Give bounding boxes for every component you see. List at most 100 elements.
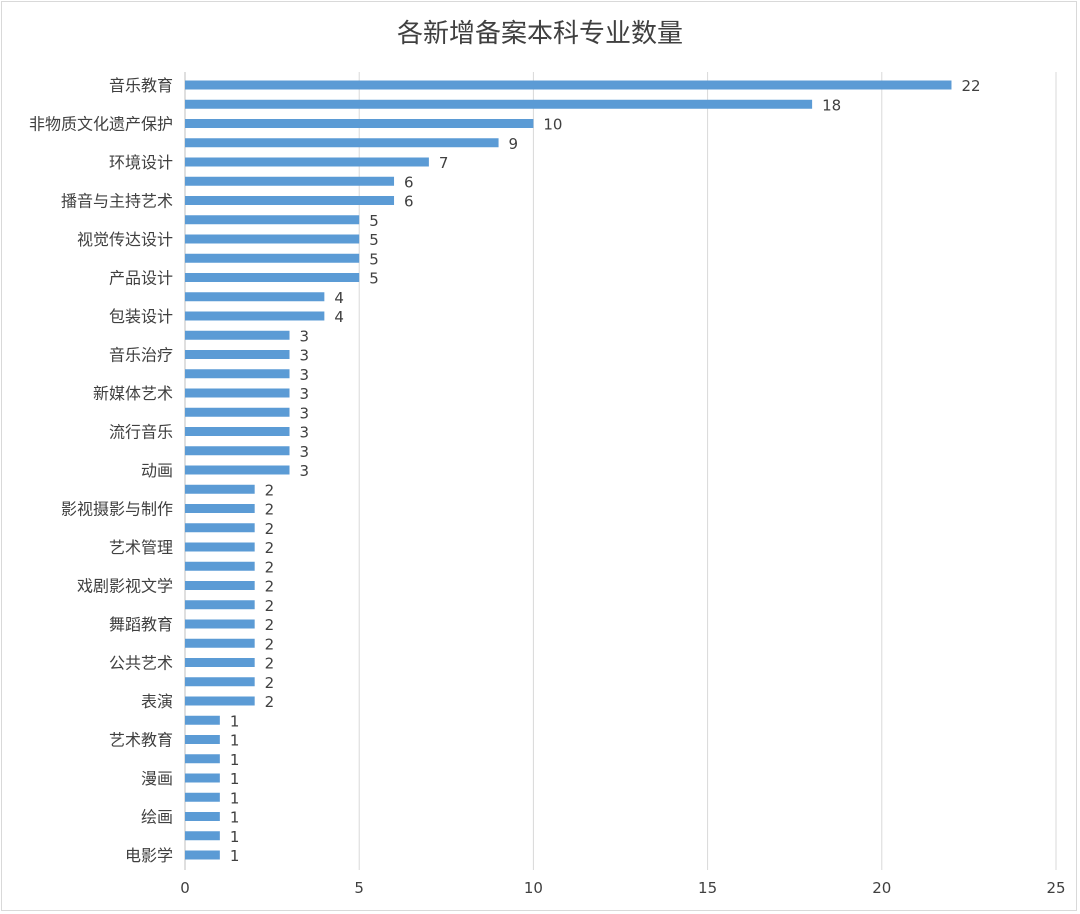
data-label: 9 — [509, 135, 519, 153]
data-label: 2 — [265, 501, 275, 519]
bar — [185, 253, 360, 263]
data-label: 1 — [230, 712, 240, 730]
category-label: 新媒体艺术 — [93, 384, 173, 403]
data-label: 1 — [230, 732, 240, 750]
bar — [185, 157, 429, 167]
data-label: 2 — [265, 578, 275, 596]
bar — [185, 427, 290, 436]
bar — [185, 311, 325, 321]
bar — [185, 196, 395, 205]
bar — [185, 696, 255, 706]
bar — [185, 754, 220, 764]
x-tick-label: 0 — [180, 879, 190, 897]
data-label: 2 — [265, 635, 275, 653]
category-label: 动画 — [141, 461, 173, 480]
data-label: 2 — [265, 616, 275, 634]
bar — [185, 831, 220, 841]
bar — [185, 658, 255, 667]
bar — [185, 735, 220, 744]
bar — [185, 234, 360, 244]
category-label: 绘画 — [141, 808, 173, 827]
category-label: 包装设计 — [109, 307, 173, 326]
data-label: 22 — [961, 77, 980, 95]
bar — [185, 773, 220, 783]
data-label: 5 — [369, 270, 379, 288]
bar — [185, 369, 290, 379]
x-tick-label: 15 — [698, 879, 717, 897]
data-label: 6 — [404, 173, 414, 191]
data-label: 5 — [369, 212, 379, 230]
data-label: 3 — [300, 327, 310, 345]
bar — [185, 292, 325, 302]
data-label: 4 — [334, 289, 344, 307]
bar — [185, 215, 360, 225]
category-label: 影视摄影与制作 — [61, 500, 173, 519]
data-label: 4 — [334, 308, 344, 326]
bar — [185, 176, 395, 186]
x-tick-label: 20 — [872, 879, 891, 897]
bar — [185, 446, 290, 456]
x-tick-label: 25 — [1046, 879, 1065, 897]
bar — [185, 138, 499, 148]
data-label: 2 — [265, 520, 275, 538]
chart-title: 各新增备案本科专业数量 — [397, 19, 683, 49]
data-label: 2 — [265, 481, 275, 499]
category-label: 视觉传达设计 — [77, 230, 173, 249]
category-label: 表演 — [141, 692, 173, 711]
data-label: 2 — [265, 539, 275, 557]
data-label: 3 — [300, 404, 310, 422]
data-label: 2 — [265, 597, 275, 615]
bar — [185, 715, 220, 725]
bar — [185, 523, 255, 533]
category-label: 漫画 — [141, 769, 173, 788]
bar — [185, 677, 255, 687]
category-label: 舞蹈教育 — [109, 615, 173, 634]
bar — [185, 350, 290, 359]
bar — [185, 119, 534, 128]
data-label: 2 — [265, 674, 275, 692]
data-label: 7 — [439, 154, 449, 172]
data-label: 6 — [404, 193, 414, 211]
x-tick-labels: 0 5 10 15 20 25 — [180, 879, 1065, 897]
data-label: 1 — [230, 789, 240, 807]
category-label: 环境设计 — [109, 153, 173, 172]
data-label: 1 — [230, 770, 240, 788]
bar — [185, 542, 255, 552]
data-label: 2 — [265, 558, 275, 576]
x-tick-label: 5 — [354, 879, 364, 897]
bar — [185, 407, 290, 417]
category-label: 音乐治疗 — [109, 346, 173, 365]
data-label: 5 — [369, 250, 379, 268]
data-label: 3 — [300, 462, 310, 480]
bar — [185, 561, 255, 571]
bar — [185, 388, 290, 398]
bar — [185, 600, 255, 610]
bar — [185, 330, 290, 340]
category-label: 艺术教育 — [109, 731, 173, 750]
bars: 2218109766555544333333332222222222221111… — [185, 77, 981, 865]
x-tick-label: 10 — [524, 879, 543, 897]
data-label: 10 — [543, 116, 562, 134]
category-label: 产品设计 — [109, 269, 173, 288]
data-label: 3 — [300, 347, 310, 365]
bar — [185, 80, 952, 90]
category-label: 艺术管理 — [109, 538, 173, 557]
data-label: 1 — [230, 847, 240, 865]
data-label: 3 — [300, 385, 310, 403]
data-label: 1 — [230, 809, 240, 827]
data-label: 2 — [265, 655, 275, 673]
category-label: 流行音乐 — [109, 423, 173, 442]
gridlines — [184, 72, 1057, 870]
bar — [185, 465, 290, 475]
bar — [185, 581, 255, 590]
data-label: 18 — [822, 96, 841, 114]
bar — [185, 812, 220, 821]
category-label: 戏剧影视文学 — [77, 577, 173, 596]
bar — [185, 99, 813, 109]
category-label: 公共艺术 — [109, 654, 173, 673]
bar — [185, 638, 255, 648]
bar — [185, 504, 255, 513]
data-label: 3 — [300, 366, 310, 384]
data-label: 3 — [300, 443, 310, 461]
